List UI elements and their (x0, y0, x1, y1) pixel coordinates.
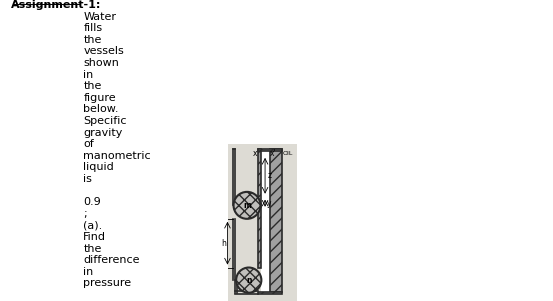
Text: y: y (267, 199, 272, 208)
Text: Water fills the vessels shown in the figure below. Specific gravity of manometri: Water fills the vessels shown in the fig… (84, 0, 151, 301)
Bar (258, 149, 282, 151)
Text: h: h (221, 239, 226, 248)
Text: x': x' (269, 149, 276, 158)
Text: z: z (267, 171, 272, 180)
Bar (260, 290, 270, 292)
Circle shape (236, 268, 262, 293)
Bar (260, 149, 270, 292)
Bar (258, 292, 282, 294)
Circle shape (233, 192, 260, 219)
Text: m: m (243, 201, 251, 210)
Text: OIL: OIL (283, 150, 294, 156)
Bar (258, 149, 260, 268)
Text: Assignment-1:: Assignment-1: (11, 0, 101, 10)
Text: x: x (253, 149, 257, 158)
Text: n: n (246, 276, 252, 285)
Bar (270, 149, 282, 292)
